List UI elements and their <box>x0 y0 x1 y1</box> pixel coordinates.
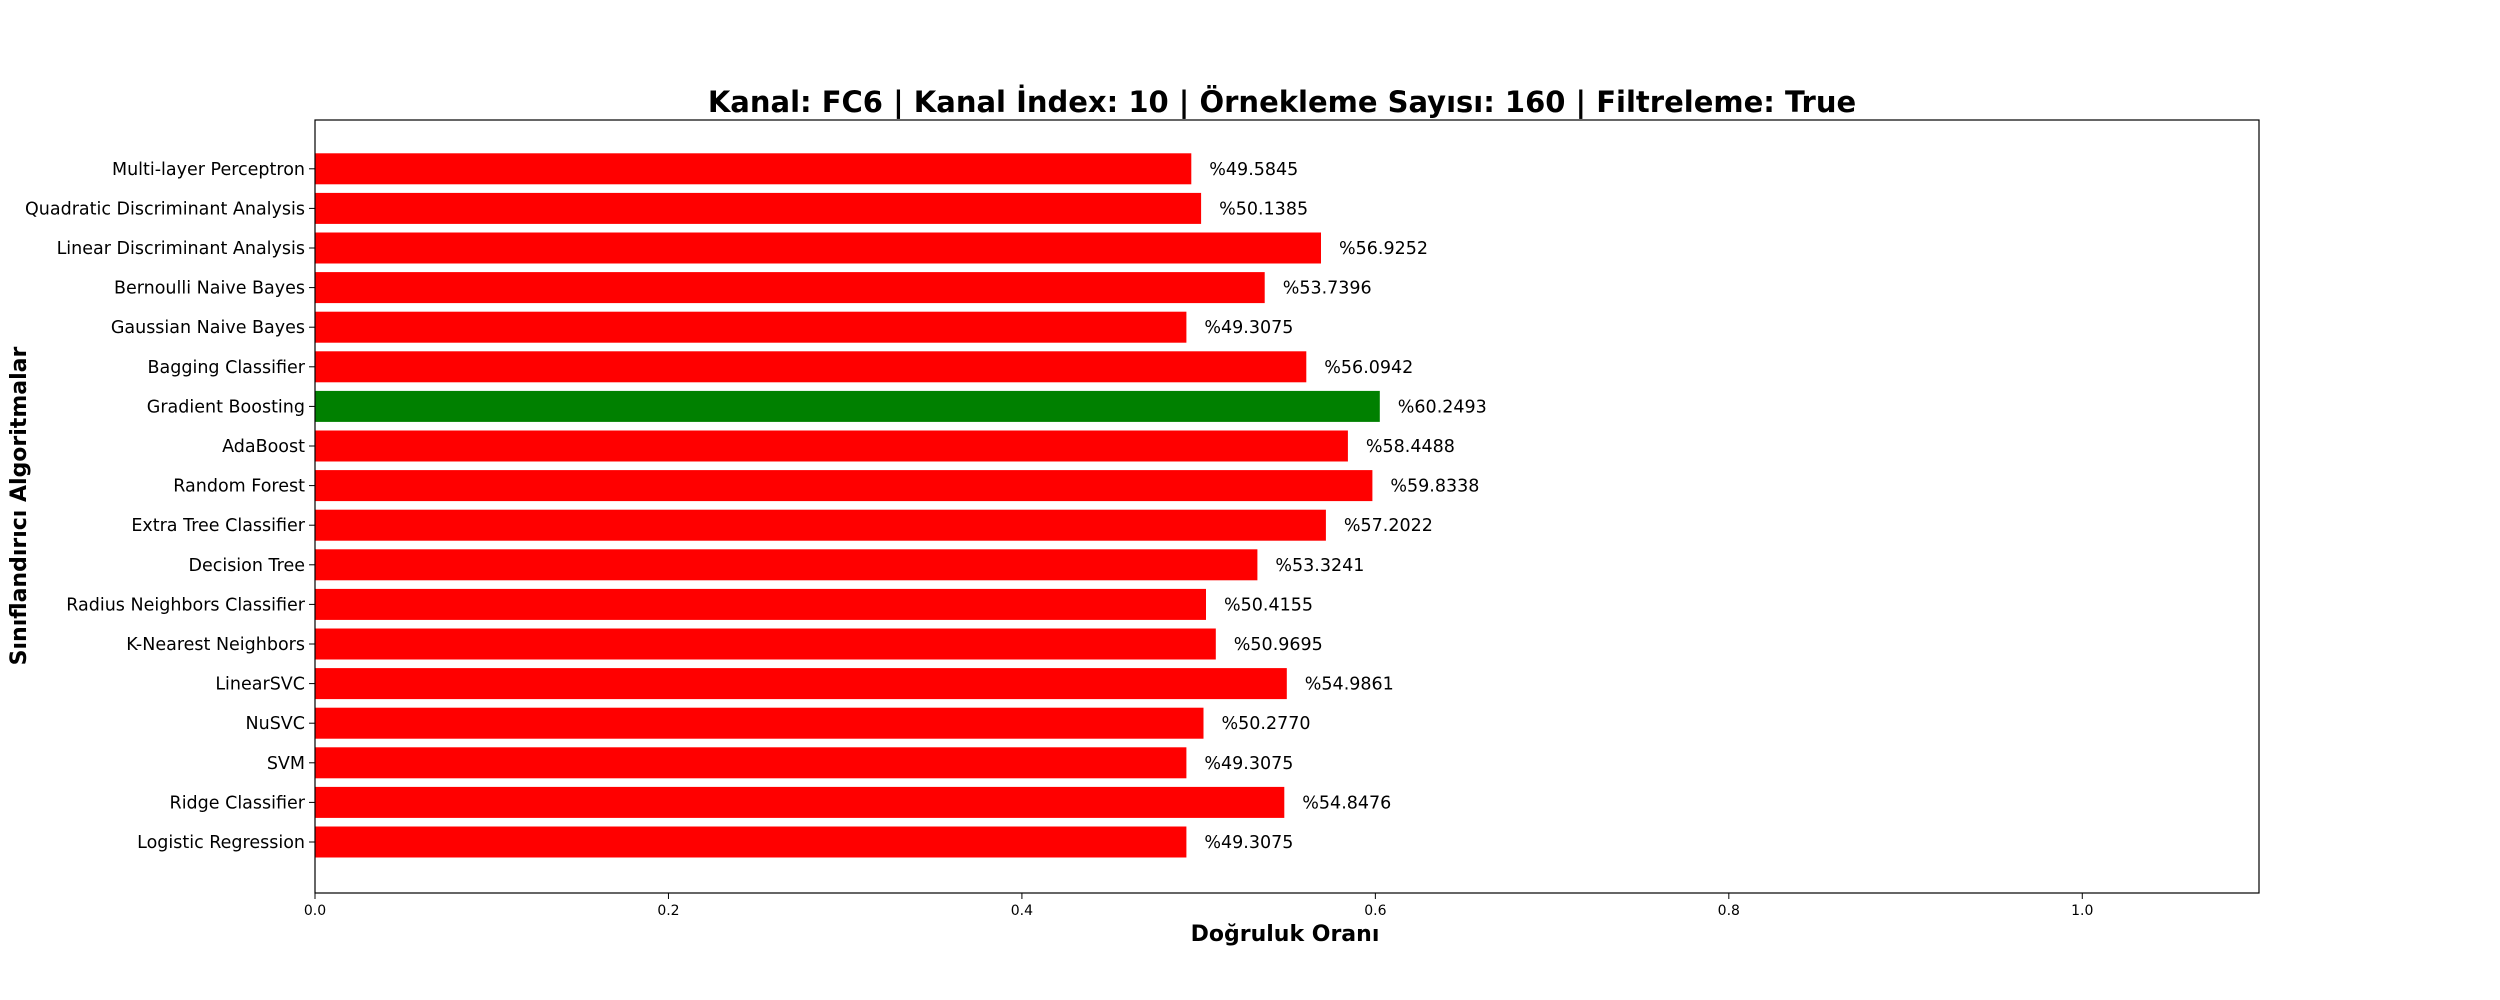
data-label: %49.3075 <box>1204 318 1293 338</box>
data-labels-layer: %49.3075 %54.8476 %49.3075 %50.2770 %54.9861… <box>1204 160 1486 853</box>
data-label: %50.9695 <box>1234 635 1323 655</box>
y-tick-label: Logistic Regression <box>137 833 305 853</box>
bar <box>315 668 1287 700</box>
bar <box>315 192 1202 224</box>
bar <box>315 232 1321 264</box>
x-tick-label: 0.0 <box>304 903 326 919</box>
y-tick-label: Multi-layer Perceptron <box>112 160 305 180</box>
x-tick-label: 0.4 <box>1011 903 1033 919</box>
y-tick-label: Decision Tree <box>188 556 305 576</box>
bar <box>315 786 1285 818</box>
bar <box>315 628 1216 660</box>
data-label: %49.3075 <box>1204 833 1293 853</box>
bar <box>315 747 1187 779</box>
y-tick-label: Random Forest <box>173 477 305 497</box>
y-tick-label: Bagging Classifier <box>148 358 306 378</box>
x-axis-label: Doğruluk Oranı <box>1191 922 1380 947</box>
y-axis-ticks: Logistic Regression Ridge Classifier SVM Nu… <box>25 160 315 853</box>
x-axis-ticks: 0.0 0.2 0.4 0.6 0.8 1.0 <box>304 893 2093 919</box>
data-label: %56.0942 <box>1324 358 1413 378</box>
y-tick-label: AdaBoost <box>222 437 305 457</box>
bar <box>315 509 1326 541</box>
data-label: %50.2770 <box>1222 714 1311 734</box>
y-tick-label: Linear Discriminant Analysis <box>57 239 305 259</box>
x-tick-label: 0.8 <box>1718 903 1740 919</box>
bar <box>315 470 1373 502</box>
x-tick-label: 1.0 <box>2071 903 2093 919</box>
x-tick-label: 0.2 <box>657 903 679 919</box>
y-tick-label: Extra Tree Classifier <box>131 516 305 536</box>
y-tick-label: NuSVC <box>246 714 305 734</box>
plot-frame <box>314 119 2260 894</box>
bars-layer <box>315 153 1380 858</box>
data-label: %53.3241 <box>1275 556 1364 576</box>
data-label: %56.9252 <box>1339 239 1428 259</box>
data-label: %50.1385 <box>1219 199 1308 219</box>
bar <box>315 707 1204 739</box>
data-label: %59.8338 <box>1390 477 1479 497</box>
y-tick-label: K-Nearest Neighbors <box>126 635 305 655</box>
bar <box>315 430 1348 462</box>
bar <box>315 153 1192 185</box>
data-label: %54.8476 <box>1302 793 1391 813</box>
data-label: %60.2493 <box>1398 397 1487 417</box>
y-tick-label: LinearSVC <box>215 675 305 695</box>
bar <box>315 549 1258 581</box>
bar <box>315 588 1206 620</box>
bar <box>315 272 1265 304</box>
y-tick-label: Radius Neighbors Classifier <box>66 595 306 615</box>
bar <box>315 826 1187 858</box>
y-tick-label: Bernoulli Naive Bayes <box>114 279 305 299</box>
data-label: %50.4155 <box>1224 595 1313 615</box>
data-label: %53.7396 <box>1283 279 1372 299</box>
chart-title: Kanal: FC6 | Kanal İndex: 10 | Örnekleme… <box>708 85 1856 119</box>
data-label: %57.2022 <box>1344 516 1433 536</box>
y-tick-label: Gaussian Naive Bayes <box>111 318 305 338</box>
bar <box>315 351 1307 383</box>
y-axis-label: Sınıflandırıcı Algoritmalar <box>7 347 32 666</box>
x-tick-label: 0.6 <box>1364 903 1386 919</box>
y-tick-label: Gradient Boosting <box>147 397 305 417</box>
bar <box>315 311 1187 343</box>
y-tick-label: Quadratic Discriminant Analysis <box>25 199 305 219</box>
data-label: %58.4488 <box>1366 437 1455 457</box>
y-tick-label: SVM <box>267 754 305 774</box>
bar <box>315 390 1380 422</box>
data-label: %49.5845 <box>1209 160 1298 180</box>
data-label: %54.9861 <box>1305 675 1394 695</box>
y-tick-label: Ridge Classifier <box>170 793 306 813</box>
data-label: %49.3075 <box>1204 754 1293 774</box>
